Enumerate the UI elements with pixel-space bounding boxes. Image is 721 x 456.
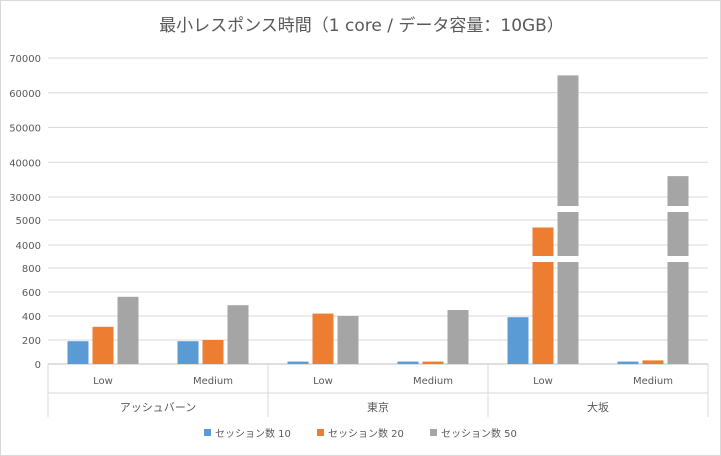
y-tick-label: 400: [22, 312, 41, 323]
legend-label: セッション数 10: [215, 427, 291, 440]
bar-2-1: [92, 326, 114, 364]
bar-1-2: [177, 341, 199, 364]
bar-3-6: [667, 176, 689, 364]
y-tick-label: 600: [22, 288, 41, 299]
group-label: 東京: [367, 400, 389, 414]
chart-title: 最小レスポンス時間（1 core / データ容量：10GB）: [159, 16, 564, 36]
y-tick-label: 200: [22, 336, 41, 347]
y-tick-label: 5000: [16, 216, 41, 227]
bar-1-6: [617, 361, 639, 364]
x-tick-label: Medium: [413, 376, 453, 387]
axis-break-gap: [666, 256, 690, 262]
bar-2-4: [422, 361, 444, 364]
y-tick-label: 0: [35, 360, 41, 371]
axis-break-gap: [556, 206, 580, 212]
x-tick-label: Medium: [633, 376, 673, 387]
legend-swatch: [204, 429, 211, 436]
legend-swatch: [430, 429, 437, 436]
bar-2-6: [642, 360, 664, 364]
axis-break-gap: [556, 256, 580, 262]
bar-3-4: [447, 310, 469, 364]
bar-1-4: [397, 361, 419, 364]
bar-3-1: [117, 296, 139, 364]
y-tick-label: 50000: [9, 124, 41, 135]
group-label: アッシュバーン: [120, 401, 196, 414]
y-tick-label: 4000: [16, 241, 41, 252]
legend-label: セッション数 20: [328, 427, 404, 440]
bar-3-3: [337, 316, 359, 364]
bar-3-5: [557, 75, 579, 364]
bar-1-1: [67, 341, 89, 364]
y-tick-label: 40000: [9, 158, 41, 169]
bar-2-2: [202, 340, 224, 364]
x-tick-label: Low: [533, 376, 553, 387]
x-tick-label: Medium: [193, 376, 233, 387]
bar-1-5: [507, 317, 529, 364]
y-tick-label: 30000: [9, 193, 41, 204]
group-label: 大坂: [587, 400, 609, 414]
y-tick-label: 60000: [9, 89, 41, 100]
axis-break-gap: [666, 206, 690, 212]
legend-swatch: [317, 429, 324, 436]
x-tick-label: Low: [93, 376, 113, 387]
x-tick-label: Low: [313, 376, 333, 387]
y-tick-label: 800: [22, 264, 41, 275]
bar-1-3: [287, 361, 309, 364]
legend-label: セッション数 50: [441, 427, 517, 440]
bar-2-3: [312, 313, 334, 364]
axis-break-gap: [531, 256, 555, 262]
bar-3-2: [227, 305, 249, 364]
bar-2-5: [532, 227, 554, 364]
y-tick-label: 70000: [9, 54, 41, 65]
